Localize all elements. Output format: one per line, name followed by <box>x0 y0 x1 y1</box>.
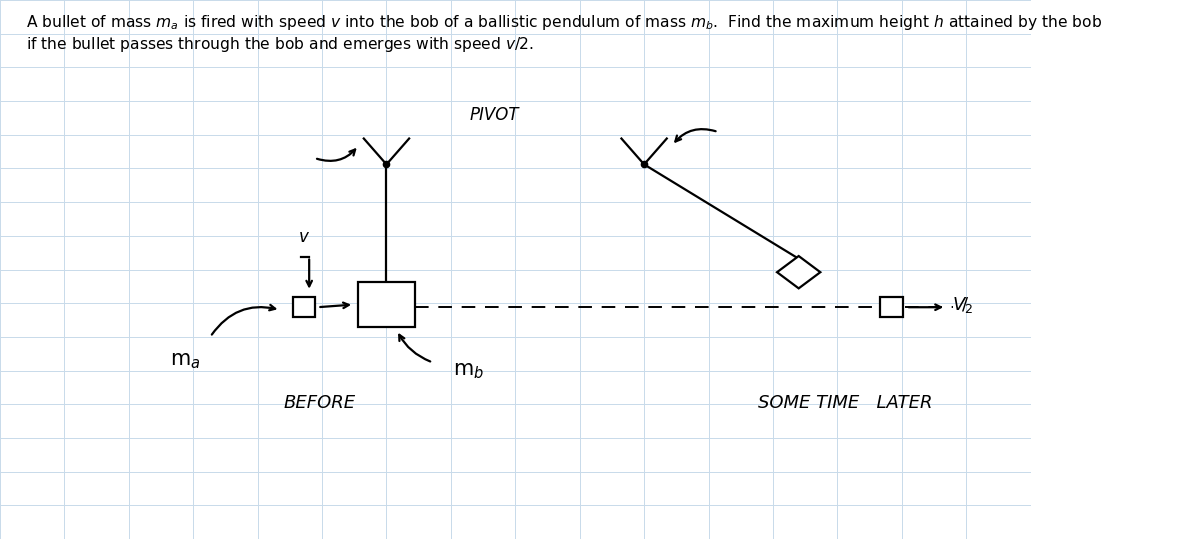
Text: SOME TIME   LATER: SOME TIME LATER <box>758 394 932 412</box>
Bar <box>880 297 902 317</box>
Text: BEFORE: BEFORE <box>283 394 355 412</box>
Text: PIVOT: PIVOT <box>470 106 520 124</box>
Text: v: v <box>299 228 308 246</box>
Text: m$_b$: m$_b$ <box>454 361 485 381</box>
Text: $V\!/\!_2$: $V\!/\!_2$ <box>953 294 973 315</box>
Polygon shape <box>778 256 821 288</box>
Bar <box>293 297 316 317</box>
Text: m$_a$: m$_a$ <box>170 351 200 371</box>
Bar <box>358 281 415 327</box>
Text: if the bullet passes through the bob and emerges with speed $v$/2.: if the bullet passes through the bob and… <box>25 35 534 54</box>
Text: A bullet of mass $m_a$ is fired with speed $v$ into the bob of a ballistic pendu: A bullet of mass $m_a$ is fired with spe… <box>25 13 1102 32</box>
